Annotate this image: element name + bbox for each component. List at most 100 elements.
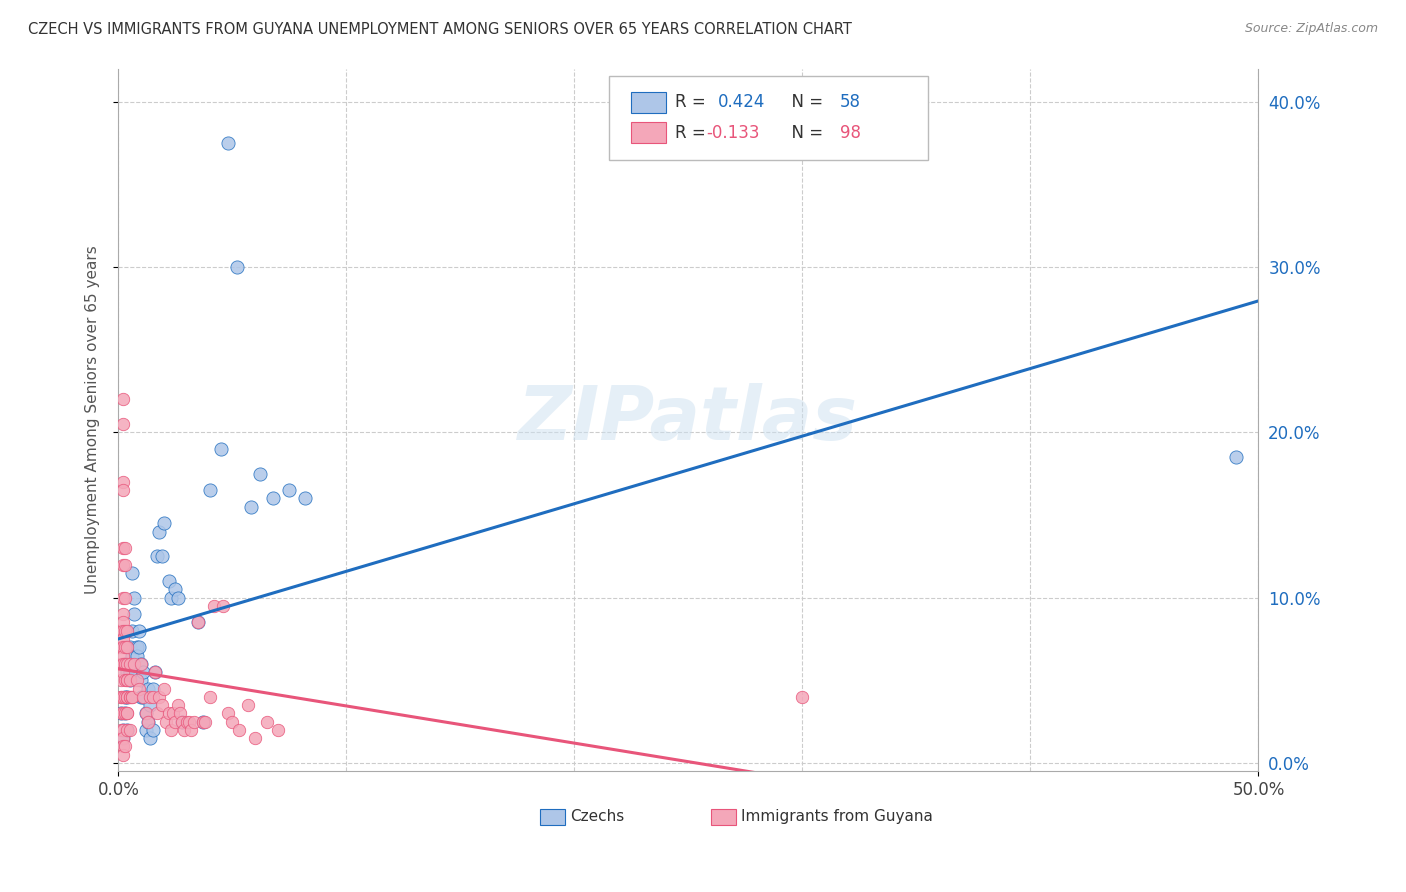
Point [125,640,148,655]
FancyBboxPatch shape [711,809,737,825]
Point [111,475,134,489]
Point [150,698,173,713]
Point [117,690,139,704]
Point [114,706,136,721]
FancyBboxPatch shape [631,122,665,143]
Point [256,714,278,729]
Point [110,690,132,704]
Point [166,698,188,713]
FancyBboxPatch shape [609,76,928,160]
Point [114,541,136,555]
Point [117,706,139,721]
Point [118,690,141,704]
Text: ZIPatlas: ZIPatlas [519,384,859,457]
Point [118,657,141,671]
Text: CZECH VS IMMIGRANTS FROM GUYANA UNEMPLOYMENT AMONG SENIORS OVER 65 YEARS CORRELA: CZECH VS IMMIGRANTS FROM GUYANA UNEMPLOY… [28,22,852,37]
Point [111,392,134,407]
Point [135,723,157,737]
Point [128,640,150,655]
Point [118,673,141,688]
Point [155,714,177,729]
Point [128,681,150,696]
Point [111,624,134,638]
Point [111,665,134,679]
Point [114,624,136,638]
Point [228,723,250,737]
Point [129,657,152,671]
Point [142,690,165,704]
Point [117,665,139,679]
Point [124,607,146,622]
Point [157,706,180,721]
Point [117,673,139,688]
Point [262,491,284,506]
Point [132,690,155,704]
Point [114,690,136,704]
Point [118,690,141,704]
Point [121,648,143,663]
Point [117,706,139,721]
Point [110,657,132,671]
Point [267,723,290,737]
Text: 0.424: 0.424 [718,93,765,111]
Point [187,615,209,630]
Point [117,640,139,655]
Point [114,558,136,572]
Point [110,706,132,721]
Point [121,690,143,704]
Point [139,731,162,746]
Point [110,690,132,704]
Y-axis label: Unemployment Among Seniors over 65 years: Unemployment Among Seniors over 65 years [86,245,100,594]
Point [217,706,239,721]
Point [143,665,166,679]
Point [142,681,165,696]
Point [121,566,143,580]
Point [118,657,141,671]
FancyBboxPatch shape [631,93,665,113]
Point [249,467,271,481]
Point [180,723,202,737]
Point [121,624,143,638]
Point [111,657,134,671]
Point [117,690,139,704]
Point [129,690,152,704]
Point [110,706,132,721]
Text: 98: 98 [839,124,860,142]
Point [202,599,225,613]
Point [111,417,134,431]
Point [139,690,162,704]
Point [111,640,134,655]
Point [117,690,139,704]
Point [148,524,170,539]
Text: Immigrants from Guyana: Immigrants from Guyana [741,809,932,824]
Point [136,714,159,729]
Point [177,714,200,729]
Point [172,714,194,729]
Point [198,483,221,498]
Point [226,260,249,274]
Point [111,731,134,746]
Point [243,731,266,746]
Point [194,714,217,729]
Point [176,714,198,729]
Point [139,698,162,713]
Point [128,624,150,638]
Point [146,706,169,721]
Text: Source: ZipAtlas.com: Source: ZipAtlas.com [1244,22,1378,36]
Point [124,591,146,605]
Point [121,690,143,704]
Point [162,706,184,721]
Point [278,483,301,498]
Point [118,665,141,679]
Point [198,690,221,704]
Point [111,731,134,746]
Point [124,657,146,671]
Point [166,591,188,605]
Point [792,690,814,704]
Point [117,624,139,638]
Point [153,516,176,531]
Point [153,681,176,696]
Point [117,723,139,737]
Point [111,632,134,646]
Text: Czechs: Czechs [569,809,624,824]
